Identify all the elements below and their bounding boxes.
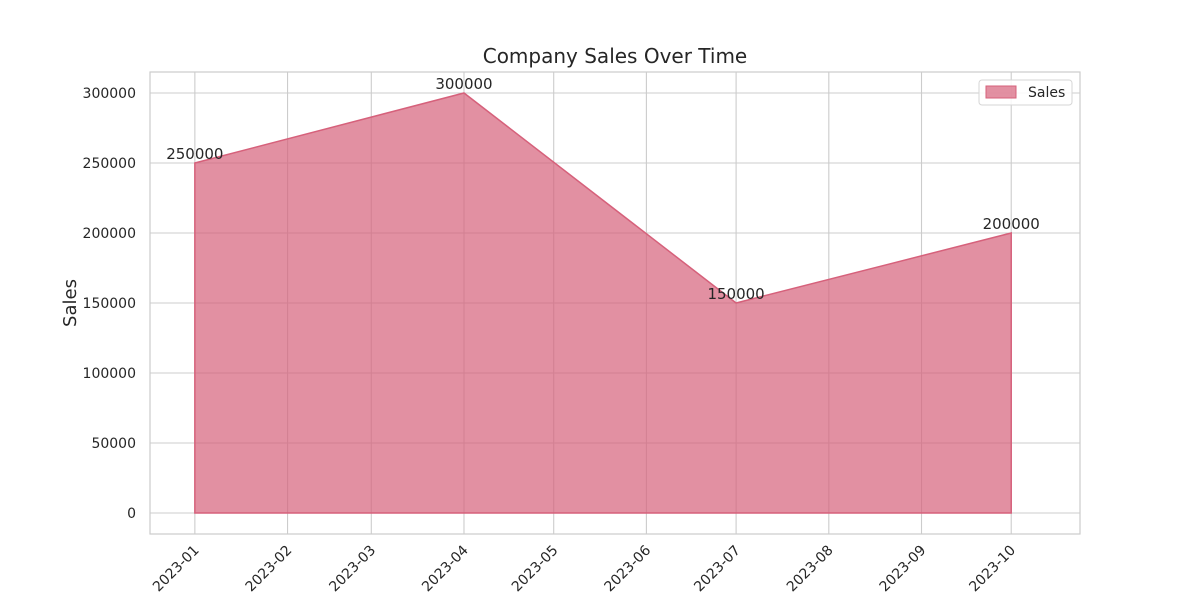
x-tick-label: 2023-07 bbox=[691, 543, 744, 596]
x-tick-label: 2023-04 bbox=[419, 542, 472, 595]
x-tick-label: 2023-03 bbox=[326, 543, 379, 596]
y-tick-label: 250000 bbox=[83, 156, 136, 172]
chart-title: Company Sales Over Time bbox=[483, 44, 748, 68]
y-axis-ticks: 0 50000 100000 150000 200000 250000 300000 bbox=[83, 86, 136, 522]
data-label: 250000 bbox=[166, 145, 223, 163]
x-tick-label: 2023-02 bbox=[243, 543, 296, 596]
data-label: 200000 bbox=[983, 215, 1040, 233]
y-tick-label: 50000 bbox=[91, 436, 136, 452]
x-axis-ticks: 2023-01 2023-02 2023-03 2023-04 2023-05 2023-… bbox=[150, 542, 1019, 595]
plot-frame bbox=[149, 71, 1081, 535]
y-tick-label: 150000 bbox=[83, 296, 136, 312]
data-label: 300000 bbox=[435, 75, 492, 93]
y-tick-label: 0 bbox=[127, 506, 136, 522]
sales-area bbox=[194, 92, 1012, 514]
x-tick-label: 2023-05 bbox=[509, 543, 562, 596]
x-tick-label: 2023-01 bbox=[150, 543, 203, 596]
x-tick-label: 2023-08 bbox=[784, 543, 837, 596]
data-labels: 250000 300000 150000 200000 bbox=[166, 75, 1040, 303]
data-label: 150000 bbox=[707, 285, 764, 303]
y-tick-label: 200000 bbox=[83, 226, 136, 242]
x-tick-label: 2023-10 bbox=[966, 543, 1019, 596]
legend[interactable]: Sales bbox=[978, 79, 1073, 106]
x-tick-label: 2023-09 bbox=[877, 543, 930, 596]
y-axis-label: Sales bbox=[60, 279, 81, 327]
legend-label-sales: Sales bbox=[1028, 85, 1065, 101]
y-tick-label: 100000 bbox=[83, 366, 136, 382]
x-tick-label: 2023-06 bbox=[602, 542, 655, 595]
area-series bbox=[194, 92, 1012, 514]
y-tick-label: 300000 bbox=[83, 86, 136, 102]
legend-swatch-sales bbox=[985, 85, 1017, 99]
